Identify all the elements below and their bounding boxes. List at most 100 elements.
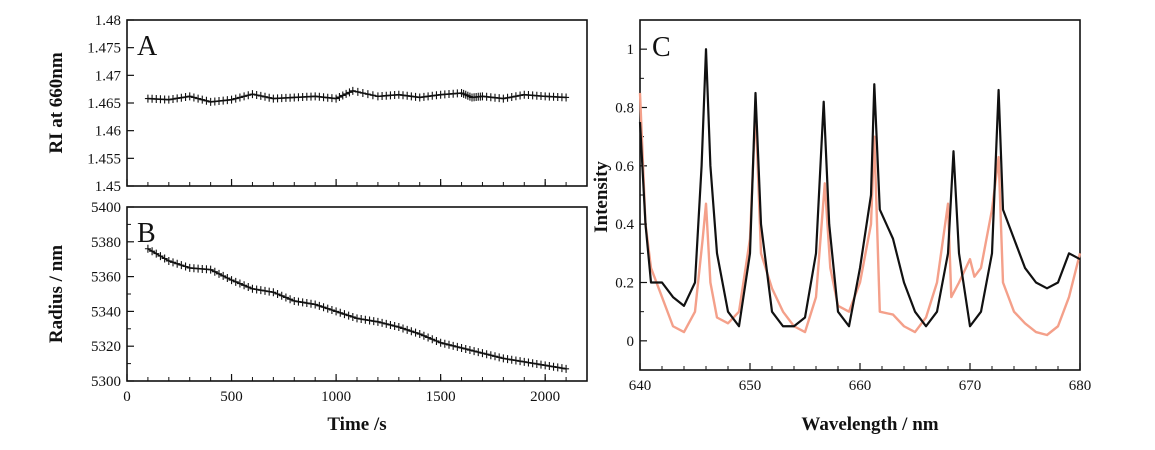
panel-b-letter: B — [137, 218, 156, 249]
panel-a-frame — [126, 19, 588, 187]
panel-a-point — [433, 91, 440, 100]
panel-b-point — [257, 286, 264, 295]
panel-b-point — [395, 323, 402, 332]
panel-a-y-ticks: 1.45 1.455 1.46 1.465 1.47 1.475 1.48 — [87, 13, 134, 195]
panel-b-point — [542, 361, 549, 370]
panel-b-point — [324, 304, 331, 313]
panel-b-point — [500, 354, 507, 363]
panel-b-markers — [144, 244, 570, 373]
panel-b-point — [538, 360, 544, 369]
panel-a-x-ticks — [126, 179, 588, 186]
panel-b-point — [157, 252, 164, 261]
panel-a-point — [336, 93, 343, 102]
panel-a-point — [504, 93, 511, 102]
panel-b-point — [492, 352, 498, 361]
panel-b-point — [170, 258, 176, 267]
panel-b-point — [354, 314, 360, 323]
panel-b-point — [153, 249, 160, 258]
panel-b-point — [508, 355, 515, 364]
panel-a-y-tick-label: 1.46 — [95, 124, 122, 140]
panel-a-point — [500, 94, 507, 103]
panel-c-series-black — [638, 48, 1081, 328]
panel-b-point — [241, 281, 248, 290]
panel-c-y-tick-label: 0.8 — [615, 101, 634, 117]
panel-b-point — [249, 284, 256, 293]
panel-a-point — [517, 91, 524, 100]
panel-b-point — [475, 348, 482, 357]
panel-a-point — [245, 91, 252, 100]
panel-b-data — [144, 244, 570, 373]
panel-b-point — [245, 283, 252, 292]
panel-b-point — [504, 355, 511, 364]
panel-b-point — [454, 342, 461, 351]
panel-b-point — [496, 353, 503, 362]
panel-a-letter: A — [137, 31, 158, 62]
panel-a-point — [241, 92, 248, 101]
panel-a-point — [266, 93, 273, 102]
panel-a-point — [512, 92, 519, 101]
panel-b-point — [266, 287, 273, 296]
panel-b-x-tick-label: 1000 — [321, 389, 351, 405]
panel-c-y-label: Intensity — [591, 161, 612, 233]
panel-b-point — [425, 333, 432, 342]
panel-b-point — [466, 346, 473, 355]
panel-b-point — [316, 301, 323, 310]
panel-b-point — [546, 362, 553, 371]
panel-b-point — [182, 262, 189, 271]
panel-b-point — [295, 297, 302, 306]
panel-b-point — [437, 338, 444, 347]
panel-a-y-tick-label: 1.475 — [87, 41, 121, 57]
panel-a-point — [400, 91, 406, 100]
panel-b-point — [400, 324, 406, 333]
panel-b-point — [161, 254, 168, 263]
panel-b-point — [341, 310, 348, 319]
panel-b-point — [450, 341, 457, 350]
panel-a-point — [253, 91, 260, 100]
panel-b-point — [220, 271, 227, 280]
panel-a-y-tick-label: 1.465 — [87, 96, 121, 112]
panel-c-y-tick-label: 0.2 — [615, 276, 634, 292]
panel-a-point — [333, 94, 340, 103]
panel-a-point — [339, 91, 346, 100]
panel-b-point — [487, 351, 494, 360]
panel-b-point — [517, 357, 524, 366]
panel-b: B 5300 5320 5340 5360 5380 5400 0 500 1000 1500 2… — [46, 200, 588, 435]
panel-b-point — [253, 285, 260, 294]
panel-a-point — [257, 91, 264, 100]
panel-b-y-tick-label: 5360 — [91, 270, 121, 286]
panel-b-point — [512, 356, 519, 365]
panel-b-point — [404, 325, 411, 334]
panel-b-point — [345, 311, 352, 320]
panel-b-y-ticks: 5300 5320 5340 5360 5380 5400 — [91, 200, 134, 390]
panel-b-point — [144, 244, 151, 253]
panel-b-point — [529, 359, 536, 368]
panel-b-point — [479, 349, 486, 358]
panel-b-point — [165, 256, 172, 265]
panel-b-point — [358, 315, 365, 324]
panel-b-point — [232, 277, 239, 286]
panel-b-point — [420, 331, 427, 340]
panel-b-frame — [126, 206, 588, 382]
panel-a-point — [429, 91, 436, 100]
panel-b-x-label: Time /s — [327, 414, 386, 435]
panel-a-point — [195, 94, 202, 103]
panel-a-point — [190, 93, 197, 102]
panel-c-x-tick-label: 680 — [1069, 378, 1092, 394]
panel-b-point — [337, 308, 344, 317]
panel-a-point — [236, 93, 243, 102]
panel-b-point — [525, 358, 532, 367]
panel-b-point — [433, 336, 440, 345]
panel-c-data — [638, 48, 1082, 337]
panel-a-point — [178, 93, 185, 102]
panel-c-x-tick-label: 650 — [739, 378, 762, 394]
panel-b-x-tick-label: 1500 — [426, 389, 456, 405]
panel-a-point — [228, 95, 235, 104]
panel-b-point — [320, 303, 327, 312]
panel-b-point — [312, 300, 319, 309]
panel-b-point — [533, 359, 540, 368]
panel-a-point — [182, 93, 189, 102]
panel-b-point — [178, 261, 185, 270]
panel-a-point — [232, 94, 239, 103]
panel-b-x-tick-label: 2000 — [530, 389, 560, 405]
panel-a-y-label: RI at 660nm — [46, 52, 67, 154]
